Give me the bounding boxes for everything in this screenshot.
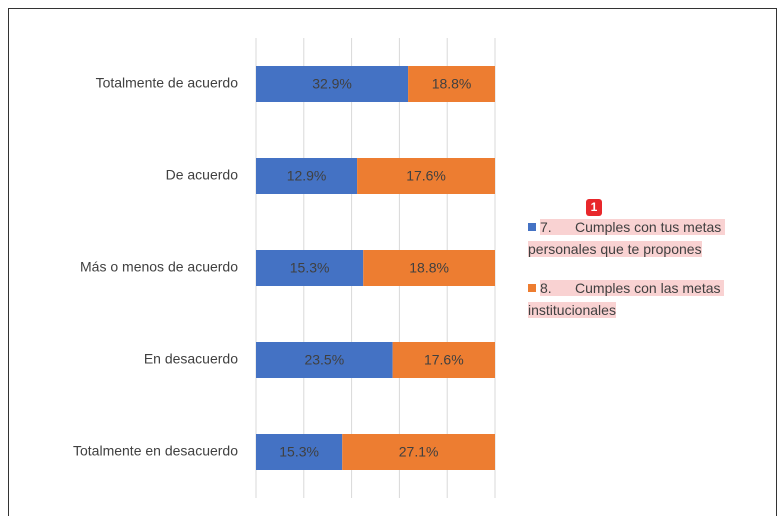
- comment-marker[interactable]: 1: [586, 199, 602, 216]
- bar-segment: [357, 158, 495, 194]
- y-tick-label: En desacuerdo: [144, 351, 238, 367]
- bar-segment: [392, 342, 495, 378]
- data-label: 32.9%: [312, 76, 352, 92]
- legend-label: 8. Cumples con las metas institucionales: [528, 280, 725, 318]
- y-tick-label: Totalmente de acuerdo: [96, 75, 239, 91]
- legend-entry: 7. Cumples con tus metas personales que …: [528, 216, 773, 260]
- bar-segment: [408, 66, 495, 102]
- bar-segment: [256, 342, 393, 378]
- data-label: 27.1%: [399, 444, 439, 460]
- y-tick-label: Totalmente en desacuerdo: [73, 443, 238, 459]
- data-label: 15.3%: [279, 444, 319, 460]
- data-label: 17.6%: [406, 168, 446, 184]
- data-label: 18.8%: [409, 260, 449, 276]
- data-label: 23.5%: [304, 352, 344, 368]
- bar-segment: [256, 434, 343, 470]
- legend-swatch: [528, 284, 536, 292]
- bar-segment: [256, 250, 364, 286]
- bar-segment: [363, 250, 495, 286]
- bar-segment: [256, 66, 409, 102]
- bar-segment: [342, 434, 495, 470]
- bar-segment: [256, 158, 358, 194]
- y-tick-label: Más o menos de acuerdo: [80, 259, 238, 275]
- data-label: 18.8%: [432, 76, 472, 92]
- data-label: 12.9%: [287, 168, 327, 184]
- legend-entry: 8. Cumples con las metas institucionales: [528, 277, 773, 321]
- legend-swatch: [528, 223, 536, 231]
- y-tick-label: De acuerdo: [166, 167, 239, 183]
- data-label: 15.3%: [290, 260, 330, 276]
- legend-label: 7. Cumples con tus metas personales que …: [528, 219, 726, 257]
- data-label: 17.6%: [424, 352, 464, 368]
